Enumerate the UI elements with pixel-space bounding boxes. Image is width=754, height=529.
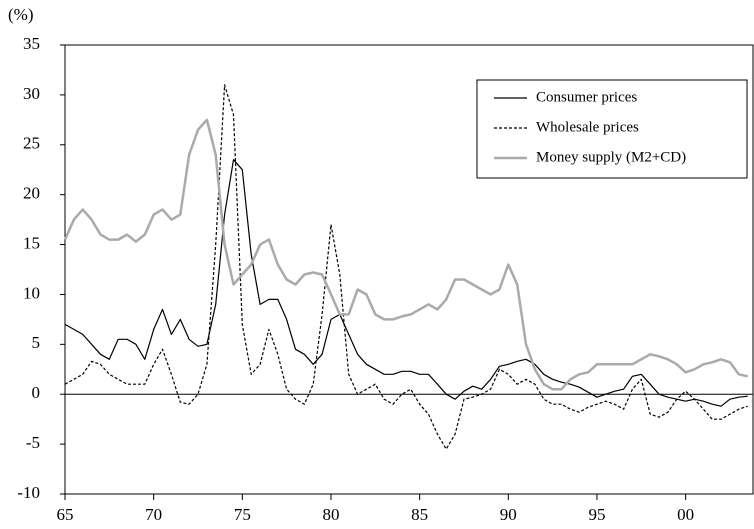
x-tick-label: 80 — [322, 505, 339, 524]
y-tick-label: 15 — [23, 233, 40, 252]
y-tick-label: -10 — [17, 483, 40, 502]
plot-frame — [64, 44, 754, 495]
legend-box — [476, 79, 748, 179]
y-tick-label: 30 — [23, 84, 40, 103]
series-line — [63, 118, 748, 391]
y-tick-label: 20 — [23, 184, 40, 203]
y-tick-label: 25 — [23, 134, 40, 153]
legend: Consumer prices Wholesale prices Money sup… — [476, 79, 748, 179]
y-tick-label: 0 — [32, 383, 41, 402]
legend-label: Money supply (M2+CD) — [536, 149, 686, 165]
x-tick-label: 00 — [677, 505, 694, 524]
y-axis-label: (%) — [8, 5, 33, 24]
x-tick-label: 75 — [234, 505, 251, 524]
legend-label: Consumer prices — [536, 89, 637, 105]
x-tick-label: 65 — [57, 505, 74, 524]
x-tick-label: 90 — [500, 505, 517, 524]
series-line — [64, 84, 748, 450]
x-tick-label: 85 — [411, 505, 428, 524]
y-tick-label: 10 — [23, 283, 40, 302]
series-line — [64, 159, 748, 407]
y-tick-label: -5 — [26, 433, 40, 452]
x-tick-label: 95 — [588, 505, 605, 524]
y-tick-label: 5 — [32, 333, 41, 352]
y-tick-label: 35 — [23, 34, 40, 53]
x-tick-label: 70 — [145, 505, 162, 524]
legend-label: Wholesale prices — [536, 119, 639, 135]
